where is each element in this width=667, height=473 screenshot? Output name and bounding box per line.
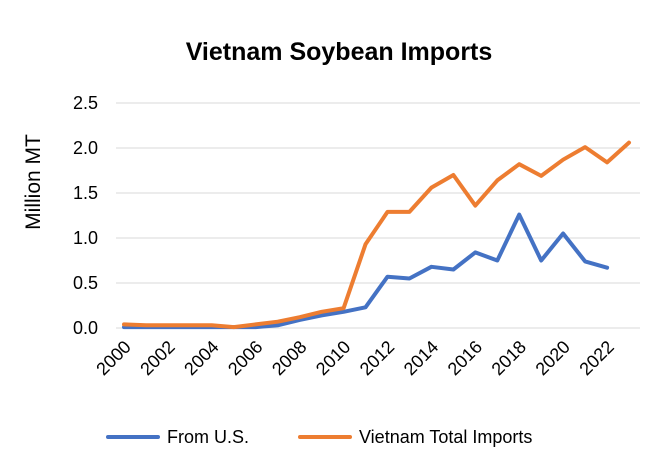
y-tick-label: 2.0 [73, 138, 98, 158]
x-tick-label: 2012 [356, 337, 398, 379]
series-lines [122, 140, 631, 330]
y-axis-ticks: 0.0 0.5 1.0 1.5 2.0 2.5 [73, 93, 98, 338]
x-tick-label: 2014 [400, 337, 442, 379]
x-tick-label: 2008 [268, 337, 310, 379]
x-tick-label: 2018 [488, 337, 530, 379]
series-line-vietnam-total-imports [122, 140, 631, 330]
y-tick-label: 0.5 [73, 273, 98, 293]
x-tick-label: 2022 [575, 337, 617, 379]
gridlines [116, 102, 640, 329]
series-line-from-us [122, 212, 610, 330]
x-tick-label: 2016 [444, 337, 486, 379]
legend-label: From U.S. [167, 427, 249, 447]
y-axis-label: Million MT [22, 134, 45, 230]
x-tick-label: 2010 [312, 337, 354, 379]
x-axis-ticks: 2000 2002 2004 2006 2008 2010 2012 2014 2016 2018… [92, 337, 618, 379]
legend-label: Vietnam Total Imports [359, 427, 532, 447]
x-tick-label: 2004 [180, 337, 222, 379]
y-tick-label: 2.5 [73, 93, 98, 113]
y-tick-label: 0.0 [73, 318, 98, 338]
x-tick-label: 2006 [224, 337, 266, 379]
x-tick-label: 2020 [532, 337, 574, 379]
chart-title: Vietnam Soybean Imports [186, 38, 493, 66]
legend: From U.S. Vietnam Total Imports [106, 427, 532, 447]
y-tick-label: 1.5 [73, 183, 98, 203]
x-tick-label: 2002 [136, 337, 178, 379]
x-tick-label: 2000 [92, 337, 134, 379]
y-tick-label: 1.0 [73, 228, 98, 248]
